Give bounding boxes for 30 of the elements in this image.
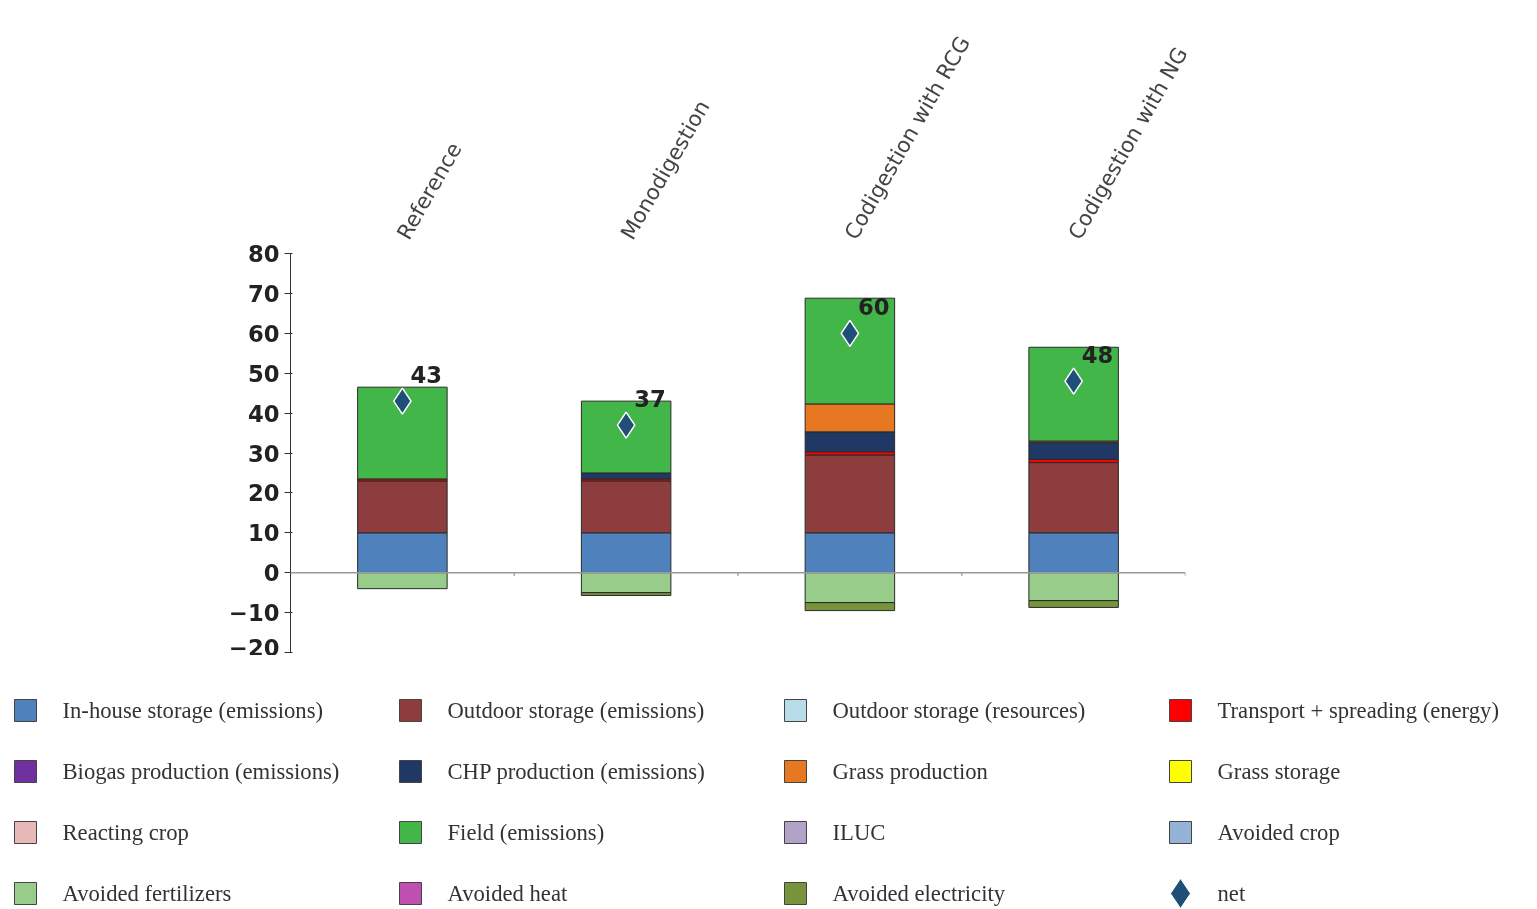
y-tick-label: 0	[263, 560, 280, 587]
y-tick-label: 70	[247, 280, 280, 307]
legend-label: ILUC	[832, 820, 886, 845]
legend-label: net	[1217, 881, 1246, 906]
legend-label: Outdoor storage (emissions)	[447, 698, 705, 723]
legend-label: Reacting crop	[62, 820, 189, 845]
y-tick-label: 10	[247, 520, 280, 547]
legend-label: Avoided heat	[447, 881, 568, 906]
data-label: 48	[1081, 342, 1114, 369]
y-tick-label: 80	[247, 241, 280, 267]
y-tick-label: −20	[228, 634, 280, 661]
legend-label: Biogas production (emissions)	[62, 759, 340, 784]
legend-label: Outdoor storage (resources)	[832, 698, 1086, 723]
y-tick-label: 40	[247, 400, 280, 427]
legend-label: Avoided crop	[1217, 820, 1340, 845]
y-tick-label: 60	[247, 320, 280, 347]
legend-label: In-house storage (emissions)	[62, 698, 323, 723]
legend-label: Field (emissions)	[447, 820, 605, 845]
legend-label: Avoided fertilizers	[62, 881, 232, 906]
y-tick-label: −10	[228, 600, 280, 627]
y-tick-label: 20	[247, 480, 280, 507]
y-tick-label: 50	[247, 360, 280, 387]
legend-label: Avoided electricity	[832, 881, 1006, 906]
data-label: 43	[410, 362, 442, 389]
legend-label: CHP production (emissions)	[447, 759, 705, 784]
legend-label: Transport + spreading (energy)	[1217, 698, 1499, 723]
legend-label: Grass production	[832, 759, 988, 784]
y-tick-label: 30	[247, 440, 280, 467]
legend-label: Grass storage	[1217, 759, 1341, 784]
data-label: 60	[857, 294, 890, 321]
